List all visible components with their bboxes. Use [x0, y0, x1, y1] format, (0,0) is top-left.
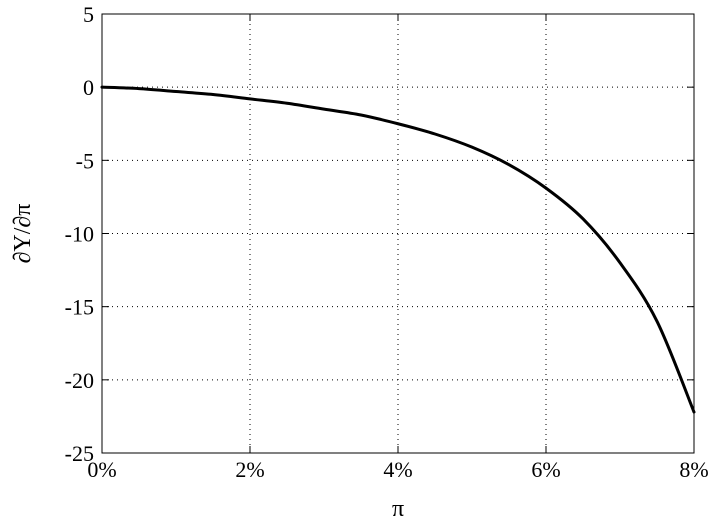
y-axis-label: ∂Y/∂π — [10, 204, 36, 264]
x-tick-labels: 0% 2% 4% 6% 8% — [87, 457, 708, 482]
x-tick-label: 2% — [235, 457, 264, 482]
series-layer — [100, 85, 696, 414]
x-tick-label: 0% — [87, 457, 116, 482]
grid-lines — [102, 14, 694, 453]
x-tick-label: 4% — [383, 457, 412, 482]
y-tick-label: -5 — [76, 148, 94, 173]
y-tick-label: -20 — [65, 368, 94, 393]
y-tick-label: -25 — [65, 441, 94, 466]
y-tick-label: 0 — [83, 75, 94, 100]
y-tick-labels: 5 0 -5 -10 -15 -20 -25 — [65, 2, 94, 466]
axis-ticks — [101, 13, 695, 454]
x-axis-label: π — [392, 496, 404, 522]
x-tick-label: 8% — [679, 457, 708, 482]
y-tick-label: -15 — [65, 295, 94, 320]
y-tick-label: -10 — [65, 222, 94, 247]
y-tick-label: 5 — [83, 2, 94, 27]
x-tick-label: 6% — [531, 457, 560, 482]
series-line — [100, 85, 696, 414]
